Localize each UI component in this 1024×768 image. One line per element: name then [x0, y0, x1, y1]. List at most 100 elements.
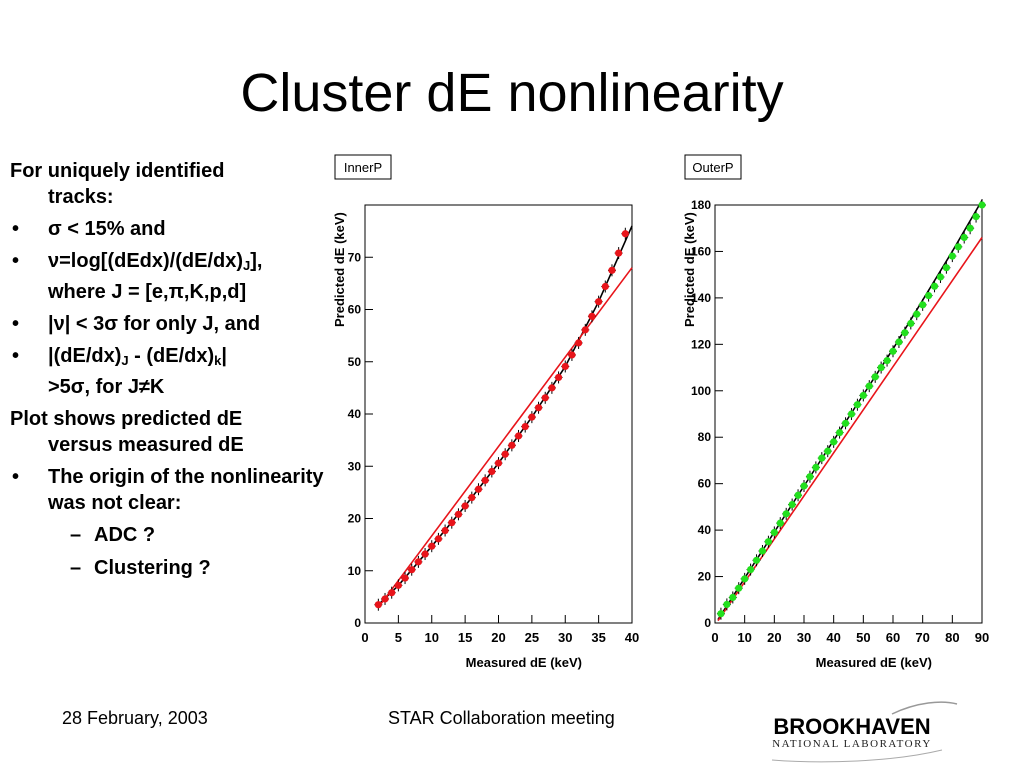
- y-tick-label: 60: [698, 477, 712, 491]
- y-tick-label: 40: [698, 523, 712, 537]
- bullet-dot: •: [12, 313, 20, 335]
- logo-swoosh-lower: [771, 749, 943, 763]
- logo-swoosh: [891, 701, 958, 715]
- bullet-sigma-text: σ < 15% and: [48, 218, 166, 240]
- data-point: [782, 510, 790, 518]
- x-tick-label: 40: [826, 630, 840, 645]
- data-point: [883, 356, 891, 365]
- bullet-list: For uniquely identified tracks: • σ < 15…: [10, 158, 330, 588]
- sub-bullet-clustering: – Clustering ?: [10, 555, 330, 581]
- data-point: [508, 441, 516, 449]
- data-point: [972, 213, 980, 221]
- data-point: [561, 362, 569, 371]
- data-point: [494, 459, 503, 467]
- data-point: [401, 574, 409, 582]
- data-point: [534, 404, 543, 412]
- data-point: [859, 391, 867, 400]
- y-tick-label: 120: [691, 337, 711, 351]
- data-point: [421, 550, 429, 558]
- x-tick-label: 90: [975, 630, 989, 645]
- data-point: [601, 282, 609, 291]
- x-tick-label: 20: [767, 630, 781, 645]
- data-point: [595, 298, 603, 306]
- slide-title: Cluster dE nonlinearity: [240, 63, 784, 123]
- data-point: [794, 491, 802, 499]
- data-point: [770, 528, 778, 537]
- diff-line2: >5σ, for J≠K: [48, 376, 165, 398]
- data-point: [441, 526, 449, 535]
- bullet-diff: • |(dE/dx)J - (dE/dx)k| >5σ, for J≠K: [10, 343, 330, 400]
- bullet-plot-shows: Plot shows predicted dE versus measured …: [10, 406, 330, 458]
- data-point: [758, 547, 767, 555]
- data-point: [468, 494, 476, 502]
- clustering-text: Clustering ?: [94, 557, 211, 579]
- y-tick-label: 180: [691, 198, 711, 212]
- x-tick-label: 30: [797, 630, 811, 645]
- data-point: [925, 291, 933, 300]
- data-point: [394, 581, 402, 589]
- plot-line2: versus measured dE: [48, 434, 244, 456]
- data-point: [448, 519, 456, 527]
- bullet-dot: •: [12, 345, 20, 367]
- data-point: [615, 249, 623, 257]
- diff-text-a: |(dE/dx): [48, 345, 122, 367]
- x-tick-label: 10: [737, 630, 751, 645]
- y-tick-label: 20: [698, 570, 712, 584]
- data-point: [788, 500, 796, 509]
- y-tick-label: 30: [348, 459, 362, 473]
- data-point: [541, 394, 549, 402]
- data-point: [729, 593, 737, 602]
- data-point: [847, 410, 856, 418]
- x-tick-label: 15: [458, 630, 472, 645]
- logo-bottom-text: NATIONAL LABORATORY: [772, 738, 932, 750]
- data-point: [548, 384, 556, 392]
- data-point: [853, 401, 861, 409]
- y-tick-label: 40: [348, 407, 362, 421]
- data-point: [966, 224, 974, 232]
- data-point: [895, 338, 903, 346]
- y-tick-label: 0: [704, 616, 711, 630]
- data-point: [381, 595, 389, 603]
- bullet-dot: •: [12, 466, 20, 488]
- data-point: [942, 264, 950, 272]
- inner-plot: InnerP 0 5 10 15 20 25 30 35 40 0 10 20 30 40 50 60 70 Mea…: [332, 154, 639, 670]
- data-point: [818, 454, 826, 462]
- diff-subscript-j: J: [121, 353, 129, 368]
- data-point: [776, 519, 784, 527]
- data-point: [824, 447, 832, 455]
- x-tick-label: 0: [361, 630, 368, 645]
- outer-plot: OuterP 0 10 20 30 40 50 60 70 80 90 0 20 40 60 80 100 120…: [682, 154, 989, 670]
- data-point: [741, 575, 749, 583]
- data-point: [907, 319, 915, 328]
- data-point: [747, 565, 755, 574]
- data-point: [836, 428, 844, 437]
- footer-meeting: STAR Collaboration meeting: [388, 708, 615, 728]
- data-point: [723, 600, 731, 609]
- sub-bullet-dash: –: [70, 524, 82, 546]
- data-point: [764, 538, 772, 546]
- y-tick-label: 10: [348, 564, 362, 578]
- data-point: [521, 422, 529, 431]
- x-tick-label: 35: [591, 630, 605, 645]
- x-tick-label: 0: [711, 630, 718, 645]
- logo-top-text: BROOKHAVEN: [773, 714, 930, 739]
- data-point: [806, 473, 814, 481]
- data-point: [528, 413, 536, 421]
- data-point: [752, 556, 761, 564]
- data-point: [481, 476, 489, 484]
- y-tick-label: 140: [691, 291, 711, 305]
- data-point: [461, 502, 469, 510]
- data-point: [388, 589, 396, 597]
- plot-line1: Plot shows predicted dE: [10, 408, 243, 430]
- data-point: [474, 485, 483, 493]
- x-tick-label: 5: [395, 630, 402, 645]
- intro-line1: For uniquely identified: [10, 160, 225, 182]
- data-point: [871, 373, 879, 381]
- nu-text-a: ν=log[(dEdx)/(dE/dx): [48, 250, 243, 272]
- data-point: [514, 432, 523, 440]
- abs-nu-text: |ν| < 3σ for only J, and: [48, 313, 261, 335]
- data-point: [434, 535, 443, 543]
- data-point: [414, 558, 422, 566]
- data-point: [960, 233, 968, 242]
- data-point: [913, 310, 921, 318]
